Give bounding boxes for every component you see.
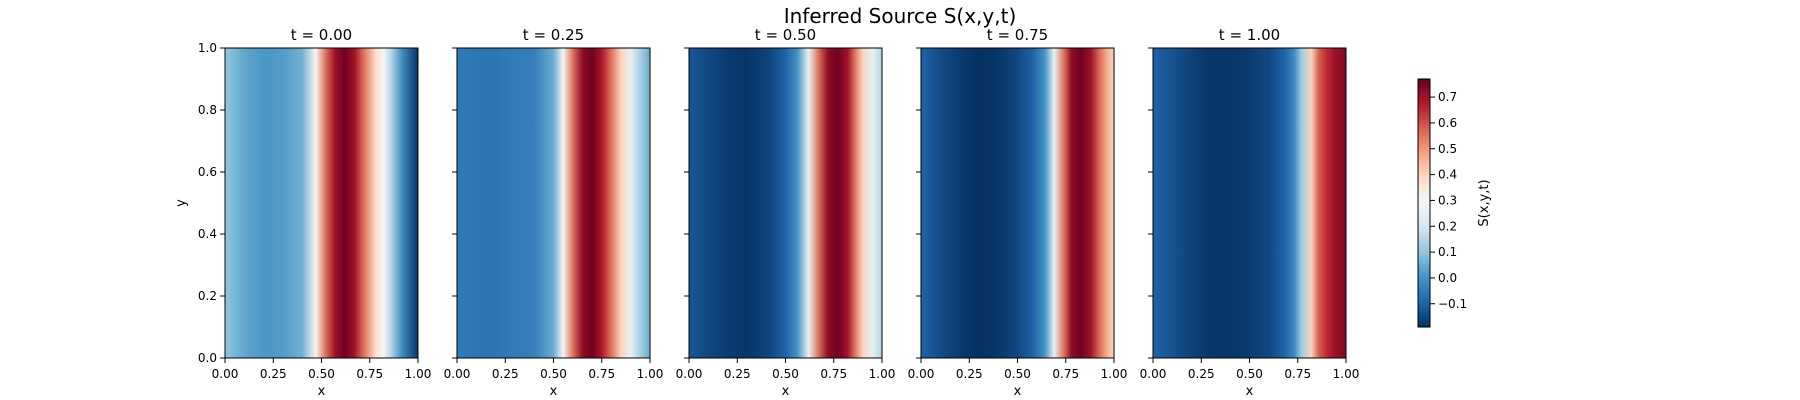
x-tick-label: 0.75: [588, 367, 615, 381]
x-tick-label: 1.00: [405, 367, 432, 381]
colorbar-tick-label: 0.3: [1438, 193, 1457, 207]
colorbar-tick-label: 0.5: [1438, 142, 1457, 156]
x-tick-label: 0.25: [956, 367, 983, 381]
y-tick-label: 0.4: [198, 227, 217, 241]
colorbar: −0.1 0.0 0.1 0.2 0.3 0.4 0.5 0.6 0.7 S(x,y,t): [1417, 78, 1492, 328]
y-tick-label: 0.8: [198, 103, 217, 117]
x-axis-label: x: [1014, 384, 1022, 399]
colorbar-tick-label: 0.1: [1438, 245, 1457, 259]
x-tick-label: 0.00: [444, 367, 471, 381]
heatmap-field-3: [921, 48, 1114, 358]
colorbar-tick-label: −0.1: [1438, 297, 1467, 311]
x-tick-label: 0.00: [1140, 367, 1167, 381]
panels-layer: t = 0.00 0.00 0.25 0.50 0.75 1.00 x 0.0 0.2 0.4 0.…: [174, 26, 1359, 399]
figure-title: Inferred Source S(x,y,t): [784, 4, 1017, 28]
y-tick-label: 0.2: [198, 289, 217, 303]
panel-title-4: t = 1.00: [1219, 26, 1280, 44]
colorbar-tick-label: 0.2: [1438, 219, 1457, 233]
y-axis-label: y: [174, 199, 189, 207]
panel-title-2: t = 0.50: [755, 26, 816, 44]
x-tick-label: 0.25: [492, 367, 519, 381]
panel-0: t = 0.00 0.00 0.25 0.50 0.75 1.00 x 0.0 0.2 0.4 0.…: [174, 26, 431, 399]
colorbar-tick-label: 0.4: [1438, 168, 1457, 182]
panel-4: t = 1.00 0.00 0.25 0.50 0.75 1.00 x: [1140, 26, 1360, 399]
colorbar-tick-label: 0.6: [1438, 116, 1457, 130]
x-tick-label: 0.25: [260, 367, 287, 381]
colorbar-label: S(x,y,t): [1477, 179, 1492, 226]
colorbar-tick-label: 0.7: [1438, 90, 1457, 104]
heatmap-field-2: [689, 48, 882, 358]
x-tick-label: 0.50: [772, 367, 799, 381]
panel-title-1: t = 0.25: [523, 26, 584, 44]
colorbar-bar: [1417, 78, 1431, 328]
x-tick-label: 1.00: [1101, 367, 1128, 381]
x-tick-label: 0.50: [1004, 367, 1031, 381]
y-tick-label: 0.0: [198, 351, 217, 365]
heatmap-field-1: [457, 48, 650, 358]
x-tick-label: 0.50: [540, 367, 567, 381]
x-tick-label: 0.50: [1236, 367, 1263, 381]
panel-2: t = 0.50 0.00 0.25 0.50 0.75 1.00 x: [676, 26, 896, 399]
x-axis-label: x: [550, 384, 558, 399]
x-tick-label: 0.25: [1188, 367, 1215, 381]
x-tick-label: 1.00: [869, 367, 896, 381]
heatmap-field-0: [225, 48, 418, 358]
x-tick-label: 0.75: [820, 367, 847, 381]
y-tick-label: 0.6: [198, 165, 217, 179]
y-tick-label: 1.0: [198, 41, 217, 55]
heatmap-field-4: [1153, 48, 1346, 358]
x-tick-label: 1.00: [637, 367, 664, 381]
colorbar-tick-label: 0.0: [1438, 271, 1457, 285]
panel-3: t = 0.75 0.00 0.25 0.50 0.75 1.00 x: [908, 26, 1128, 399]
x-tick-label: 0.75: [1052, 367, 1079, 381]
x-tick-label: 0.75: [356, 367, 383, 381]
panel-title-3: t = 0.75: [987, 26, 1048, 44]
x-tick-label: 0.00: [212, 367, 239, 381]
x-axis-label: x: [1246, 384, 1254, 399]
x-tick-label: 0.25: [724, 367, 751, 381]
x-axis-label: x: [318, 384, 326, 399]
x-axis-label: x: [782, 384, 790, 399]
x-tick-label: 0.75: [1284, 367, 1311, 381]
x-tick-label: 0.50: [308, 367, 335, 381]
panel-1: t = 0.25 0.00 0.25 0.50 0.75 1.00 x: [444, 26, 664, 399]
x-tick-label: 0.00: [676, 367, 703, 381]
panel-title-0: t = 0.00: [291, 26, 352, 44]
x-tick-label: 1.00: [1333, 367, 1360, 381]
x-tick-label: 0.00: [908, 367, 935, 381]
